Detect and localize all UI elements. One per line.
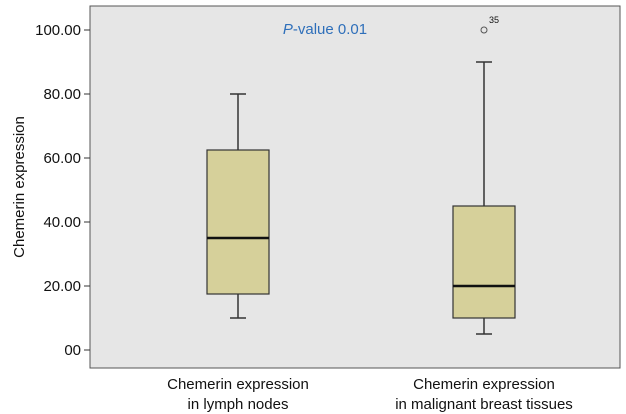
y-tick-label: 80.00: [43, 86, 81, 103]
box-series-1: [206, 93, 270, 319]
outlier-point: [480, 26, 488, 34]
outlier-label: 35: [489, 15, 499, 25]
y-tick-label: 40.00: [43, 214, 81, 231]
iqr-box: [452, 205, 516, 319]
y-tick-label: 20.00: [43, 278, 81, 295]
category-label-line1: Chemerin expression: [167, 376, 309, 393]
category-label-line1: Chemerin expression: [413, 376, 555, 393]
p-value-annotation: P-value 0.01: [283, 21, 367, 38]
category-label-line2: in malignant breast tissues: [395, 396, 573, 413]
y-tick-label: 60.00: [43, 150, 81, 167]
x-axis-labels: Chemerin expression in lymph nodes Chemeri…: [167, 376, 573, 413]
p-value-italic: P: [283, 21, 293, 38]
box-series-2: 35: [452, 15, 516, 335]
y-axis-label: Chemerin expression: [11, 116, 28, 258]
boxes-group: 35: [206, 15, 516, 335]
p-value-text: -value 0.01: [293, 21, 367, 38]
iqr-box: [206, 149, 270, 295]
plot-area: [89, 5, 621, 369]
y-tick-label: 00: [64, 342, 81, 359]
y-tick-label: 100.00: [35, 22, 81, 39]
y-axis: 00 20.00 40.00 60.00 80.00 100.00: [35, 22, 90, 359]
category-label-line2: in lymph nodes: [188, 396, 289, 413]
